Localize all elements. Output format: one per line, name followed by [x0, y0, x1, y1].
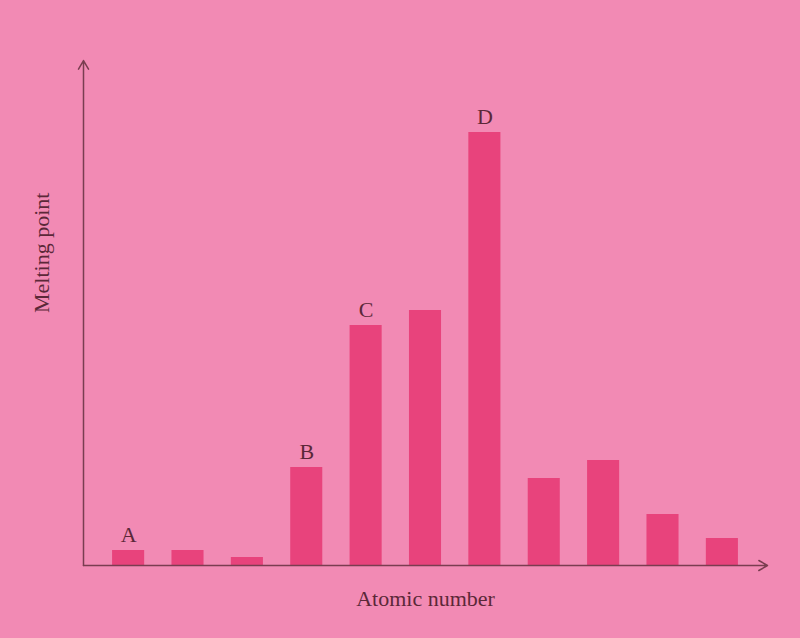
svg-text:B: B — [299, 439, 314, 464]
svg-text:A: A — [121, 522, 137, 547]
svg-text:C: C — [359, 297, 374, 322]
svg-text:Melting point: Melting point — [29, 193, 54, 313]
svg-text:Atomic number: Atomic number — [356, 586, 495, 611]
svg-text:D: D — [477, 104, 493, 129]
